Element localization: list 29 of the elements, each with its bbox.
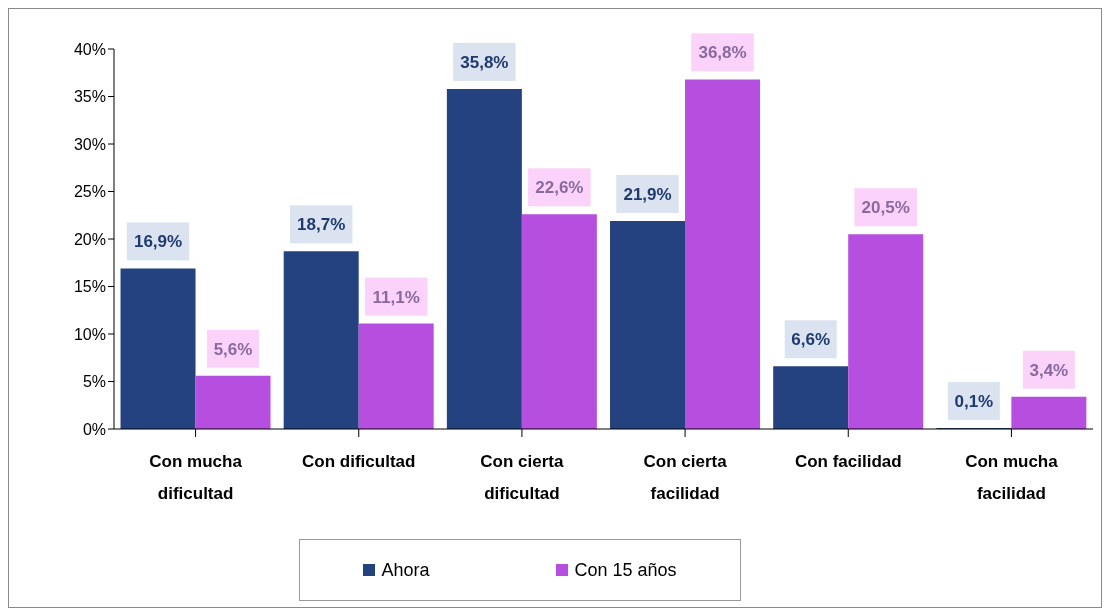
data-label: 18,7% xyxy=(297,215,346,235)
data-label: 5,6% xyxy=(213,339,253,359)
y-tick-label: 10% xyxy=(73,325,106,343)
x-tick-label: Con mucha dificultad xyxy=(149,452,243,503)
x-tick-label: Con cierta dificultad xyxy=(480,452,565,503)
x-tick-label: Con facilidad xyxy=(794,452,902,471)
data-label: 6,6% xyxy=(791,330,831,350)
legend-label: Ahora xyxy=(381,559,430,581)
y-tick-label: 5% xyxy=(82,373,106,391)
x-tick-label: Con cierta facilidad xyxy=(643,452,728,503)
y-tick-label: 40% xyxy=(73,40,106,58)
y-tick-label: 30% xyxy=(73,135,106,153)
data-label: 0,1% xyxy=(954,392,994,412)
y-tick-label: 35% xyxy=(73,88,106,106)
y-tick-label: 20% xyxy=(73,230,106,248)
data-label: 11,1% xyxy=(372,287,420,307)
y-tick-label: 25% xyxy=(73,183,106,201)
legend-label: Con 15 años xyxy=(574,559,677,581)
y-tick-label: 0% xyxy=(82,420,106,438)
data-label: 3,4% xyxy=(1029,360,1069,380)
data-label: 16,9% xyxy=(133,232,183,252)
x-tick-label: Con dificultad xyxy=(302,452,416,471)
data-label: 21,9% xyxy=(623,184,672,204)
data-label: 22,6% xyxy=(535,178,584,198)
x-tick-label: Con mucha facilidad xyxy=(965,452,1059,503)
y-tick-label: 15% xyxy=(73,278,106,296)
data-label: 35,8% xyxy=(460,52,509,72)
data-label: 20,5% xyxy=(861,198,910,218)
data-label: 36,8% xyxy=(698,43,747,63)
